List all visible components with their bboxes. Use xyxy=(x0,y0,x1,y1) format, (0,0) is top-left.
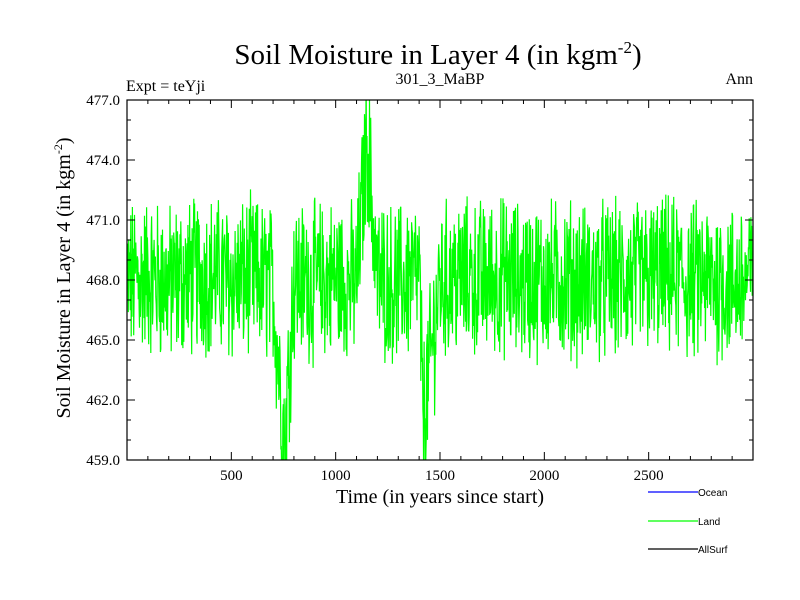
y-tick-label: 471.0 xyxy=(86,213,120,229)
x-tick-label: 500 xyxy=(220,468,243,484)
subtitle-season: Ann xyxy=(725,71,753,88)
legend-label-land: Land xyxy=(698,517,720,528)
subtitle-experiment: Expt = teYji xyxy=(126,78,206,95)
legend-label-allsurf: AllSurf xyxy=(698,545,728,556)
x-tick-label: 2000 xyxy=(529,468,559,484)
y-tick-label: 474.0 xyxy=(86,153,120,169)
y-tick-label: 465.0 xyxy=(86,333,120,349)
legend-label-ocean: Ocean xyxy=(698,488,727,499)
chart-title: Soil Moisture in Layer 4 (in kgm-2) xyxy=(234,38,641,71)
y-axis-label: Soil Moisture in Layer 4 (in kgm-2) xyxy=(51,137,75,418)
y-tick-label: 462.0 xyxy=(86,393,120,409)
x-tick-label: 1000 xyxy=(321,468,351,484)
series-line-land xyxy=(127,100,753,460)
y-axis: 459.0 462.0 465.0 468.0 471.0 474.0 477.0 xyxy=(86,93,753,469)
x-axis-label: Time (in years since start) xyxy=(336,486,544,508)
series-layer xyxy=(127,100,753,460)
x-tick-label: 2500 xyxy=(634,468,664,484)
y-tick-label: 468.0 xyxy=(86,273,120,289)
y-tick-label: 477.0 xyxy=(86,93,120,109)
legend: Ocean Land AllSurf xyxy=(648,488,728,556)
x-axis: 500 1000 1500 2000 2500 xyxy=(147,100,733,484)
y-tick-label: 459.0 xyxy=(86,453,120,469)
subtitle-period: 301_3_MaBP xyxy=(396,71,485,88)
x-tick-label: 1500 xyxy=(425,468,455,484)
